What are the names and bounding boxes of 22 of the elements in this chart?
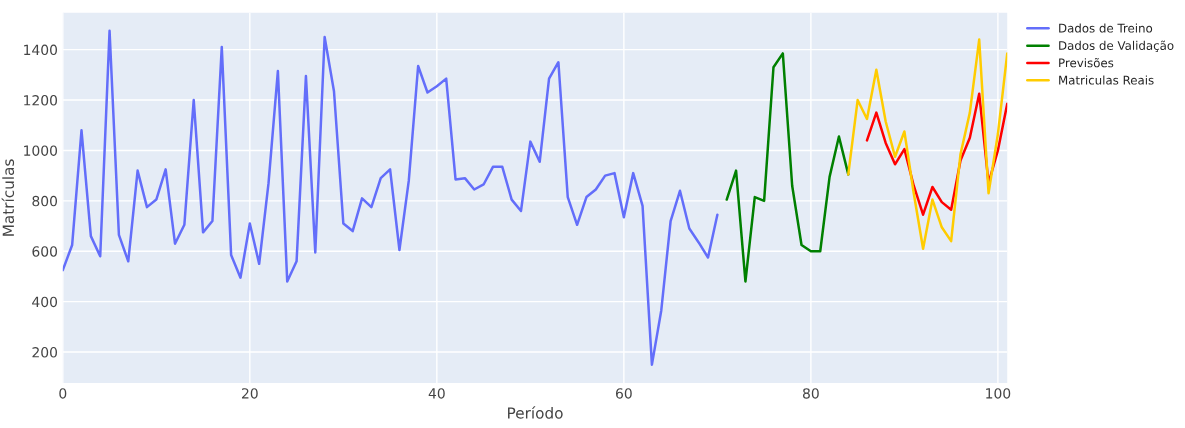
x-tick-label: 0 xyxy=(59,388,67,399)
line-series xyxy=(847,38,1008,250)
y-tick-label: 800 xyxy=(32,195,58,207)
y-tick-label: 1400 xyxy=(24,44,58,56)
x-axis-title: Período xyxy=(508,406,563,419)
y-tick-label: 1200 xyxy=(24,95,58,106)
x-tick-label: 40 xyxy=(428,388,445,399)
x-tick-label: 60 xyxy=(615,388,632,399)
y-tick-label: 1000 xyxy=(24,145,58,156)
y-tick-label: 400 xyxy=(32,296,58,308)
line-series xyxy=(62,29,719,366)
x-tick-label: 80 xyxy=(802,388,819,399)
y-tick-label: 200 xyxy=(32,347,58,358)
legend-label: Dados de Validação xyxy=(1059,40,1174,53)
legend-label: Previsões xyxy=(1059,57,1114,68)
legend-label: Dados de Treino xyxy=(1059,23,1153,33)
legend-label: Matriculas Reais xyxy=(1059,75,1154,85)
line-series xyxy=(725,52,850,283)
x-tick-label: 20 xyxy=(242,388,258,399)
y-tick-label: 600 xyxy=(32,246,58,257)
y-axis-title: Matrículas xyxy=(1,159,15,236)
x-tick-label: 100 xyxy=(986,388,1011,399)
